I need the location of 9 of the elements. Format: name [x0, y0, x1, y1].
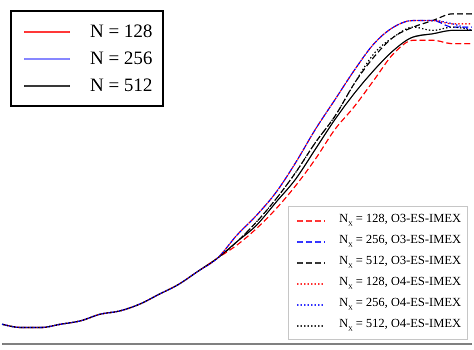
legend-label: N$_{x}$ = 256, O3-ES-IMEX	[339, 232, 461, 248]
legend-label: N = 128	[90, 21, 152, 42]
legend-label: N$_{x}$ = 128, O4-ES-IMEX	[339, 274, 461, 290]
legend-label: N$_{x}$ = 512, O3-ES-IMEX	[339, 253, 461, 270]
legend-label: N = 256	[90, 48, 152, 69]
legend-label: N = 512	[90, 75, 152, 96]
legend-label: N$_{x}$ = 512, O4-ES-IMEX	[339, 316, 461, 332]
legend-label: N$_{x}$ = 256, O4-ES-IMEX	[339, 295, 461, 312]
legend-label: N$_{x}$ = 128, O3-ES-IMEX	[339, 211, 461, 228]
